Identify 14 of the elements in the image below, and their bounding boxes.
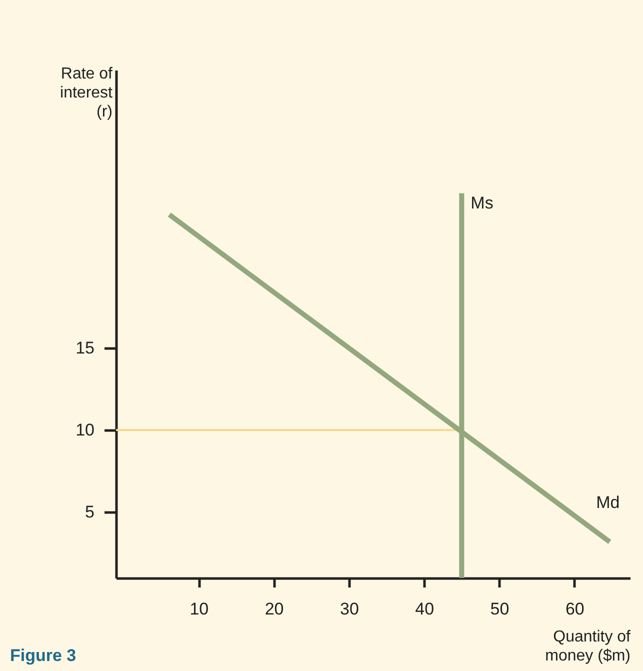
- series-label: Ms: [470, 193, 494, 212]
- y-tick-label: 10: [76, 420, 94, 440]
- caption: Figure 3: [10, 646, 76, 665]
- y-tick-label: 15: [76, 338, 94, 358]
- x-axis-title: Quantity of money ($m): [545, 628, 632, 664]
- x-tick-label: 40: [415, 600, 434, 618]
- y-axis-title: Rate of interest (r): [60, 66, 114, 120]
- x-tick-label: 10: [190, 600, 209, 618]
- x-tick-label: 60: [565, 600, 584, 618]
- x-tick-label: 30: [340, 600, 359, 618]
- x-tick-label: 50: [490, 600, 510, 618]
- x-tick-label: 20: [264, 600, 284, 618]
- y-tick-label: 5: [85, 502, 94, 522]
- series-label: Md: [596, 492, 620, 512]
